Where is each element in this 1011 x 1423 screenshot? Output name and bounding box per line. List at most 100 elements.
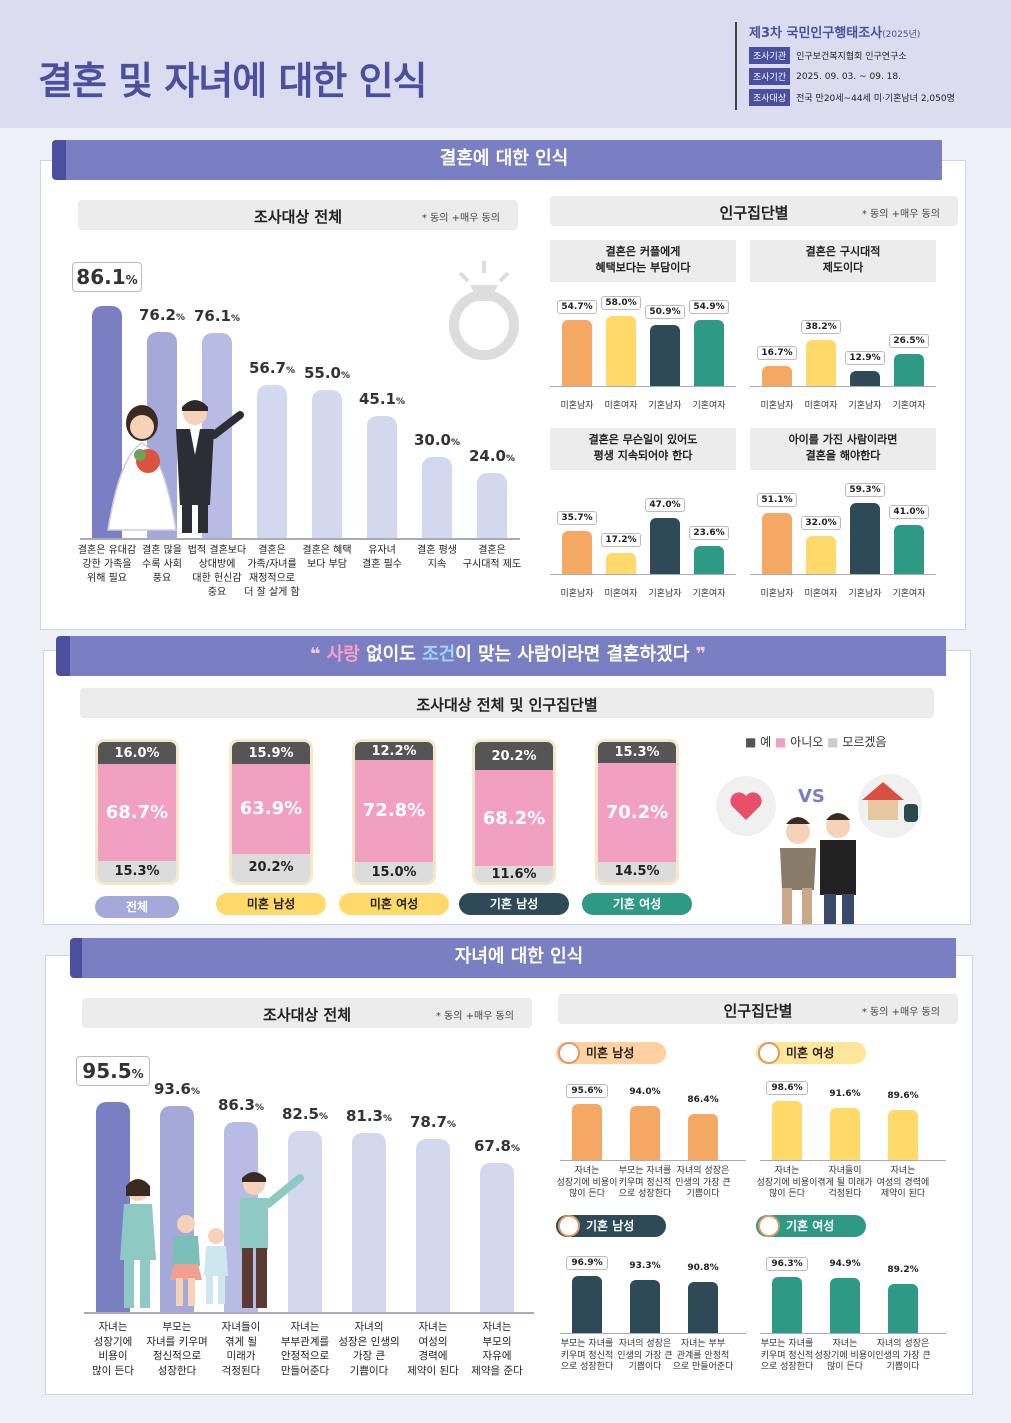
group-tag: 전체 — [95, 896, 179, 918]
page-title: 결혼 및 자녀에 대한 인식 — [38, 59, 428, 103]
group-bar — [650, 324, 680, 386]
group-bar — [694, 320, 724, 386]
marriage-baseline — [80, 538, 520, 540]
child-group-bar — [772, 1101, 802, 1160]
dk-segment: 20.2% — [232, 853, 310, 882]
children-baseline — [84, 1312, 534, 1314]
group-label: 미혼여자 — [604, 401, 638, 411]
child-group-bar — [572, 1104, 602, 1160]
group-label: 미혼여자 — [804, 401, 838, 411]
dk-segment: 15.3% — [98, 860, 176, 882]
group-bar — [894, 524, 924, 574]
marriage-bar — [422, 457, 452, 538]
group-bar — [694, 545, 724, 574]
survey-title: 제3차 국민인구행태조사(2025년) — [749, 26, 921, 41]
group-value: 12.9% — [845, 350, 885, 365]
child-group-label: 자녀는 성장기에 비용이 많이 든다 — [756, 1166, 818, 1200]
child-group-label: 자녀의 성장은 인생의 가장 큰 기쁨이다 — [675, 1166, 731, 1200]
group-tag: 기혼 여성 — [582, 893, 692, 915]
group-bar — [562, 320, 592, 386]
children-bar — [288, 1130, 322, 1312]
marriage-category-label: 결혼은 구시대적 제도 — [462, 545, 522, 570]
group-value: 17.2% — [601, 533, 641, 548]
person-avatar-icon — [558, 1042, 580, 1064]
marriage-bar — [477, 473, 507, 538]
group-label: 기혼여자 — [692, 589, 726, 599]
panel-baseline — [550, 386, 736, 387]
group-pill: 미혼 여성 — [756, 1042, 866, 1064]
wedding-couple-illustration — [107, 400, 244, 533]
marriage-value: 76.1% — [193, 306, 241, 325]
child-group-label: 자녀는 여성의 경력에 제약이 된다 — [876, 1166, 930, 1200]
child-group-value: 95.6% — [566, 1084, 608, 1099]
group-label: 미혼여자 — [804, 589, 838, 599]
family-illustration — [120, 1172, 304, 1308]
yes-segment: 12.2% — [355, 742, 433, 760]
children-banner: 자녀에 대한 인식 — [82, 938, 956, 978]
panel-baseline — [560, 1160, 746, 1161]
dk-segment: 14.5% — [598, 861, 676, 882]
children-bar — [352, 1133, 386, 1312]
children-category-label: 자녀들이 겪게 될 미래가 걱정된다 — [221, 1321, 261, 1378]
no-segment: 63.9% — [232, 764, 310, 854]
children-category-label: 자녀는 부부관계를 안정적으로 만들어준다 — [280, 1321, 330, 1378]
group-bar — [850, 370, 880, 386]
no-segment: 72.8% — [355, 760, 433, 862]
love-vs-conditions-illustration: VS — [716, 774, 922, 924]
marriage-category-label: 결혼 평생 지속 — [417, 545, 457, 570]
group-label: 기혼남자 — [648, 589, 682, 599]
child-group-value: 89.2% — [887, 1264, 919, 1275]
children-value: 93.6% — [153, 1080, 201, 1099]
marriage-group-header: 인구집단별 * 동의 +매우 동의 — [550, 196, 958, 226]
group-pill: 기혼 남성 — [556, 1215, 666, 1237]
group-label: 기혼여자 — [892, 589, 926, 599]
no-segment: 68.2% — [475, 770, 553, 866]
no-segment: 68.7% — [98, 764, 176, 861]
marriage-category-label: 결혼은 유대감 강한 가족을 위해 필요 — [77, 545, 137, 584]
group-label: 미혼여자 — [604, 589, 638, 599]
children-category-label: 부모는 자녀를 키우며 정신적으로 성장한다 — [146, 1321, 208, 1378]
question-title: 결혼은 커플에게 혜택보다는 부담이다 — [550, 240, 736, 282]
group-bar — [894, 354, 924, 386]
group-value: 26.5% — [889, 334, 929, 349]
child-group-value: 94.0% — [629, 1087, 661, 1097]
panel-baseline — [760, 1160, 946, 1161]
child-group-value: 96.9% — [566, 1256, 608, 1271]
survey-info: 제3차 국민인구행태조사(2025년) 조사기관 인구보건복지협회 인구연구소 조… — [735, 22, 997, 110]
group-value: 32.0% — [801, 515, 841, 530]
group-value: 51.1% — [757, 492, 797, 507]
stacked-bar: 16.0% 68.7% 15.3% — [98, 742, 176, 882]
group-label: 미혼남자 — [760, 401, 794, 411]
panel-baseline — [750, 574, 936, 575]
condition-header: 조사대상 전체 및 인구집단별 — [80, 688, 934, 718]
group-bar — [850, 502, 880, 574]
children-bar — [480, 1162, 514, 1312]
marriage-category-label: 결혼 많을 수록 사회 풍요 — [142, 545, 182, 584]
condition-banner: ❝ 사랑 없이도 조건이 맞는 사람이라면 결혼하겠다 ❞ — [70, 636, 946, 676]
dk-segment: 11.6% — [475, 865, 553, 882]
children-value: 95.5% — [76, 1055, 150, 1086]
child-group-value: 96.3% — [766, 1256, 808, 1271]
child-group-label: 자녀는 성장기에 비용이 많이 든다 — [814, 1339, 876, 1373]
children-value: 86.3% — [217, 1096, 265, 1115]
svg-text:VS: VS — [798, 786, 825, 807]
marriage-value: 76.2% — [138, 306, 186, 325]
child-group-label: 자녀는 부부 관계를 안정적 으로 만들어준다 — [672, 1339, 734, 1373]
person-avatar-icon — [758, 1042, 780, 1064]
child-group-bar — [772, 1276, 802, 1333]
group-bar — [606, 553, 636, 574]
child-group-bar — [688, 1113, 718, 1160]
marriage-banner: 결혼에 대한 인식 — [66, 140, 942, 180]
group-label: 기혼남자 — [848, 401, 882, 411]
panel-baseline — [760, 1333, 946, 1334]
group-bar — [806, 535, 836, 574]
group-pill: 기혼 여성 — [756, 1215, 866, 1237]
child-group-label: 부모는 자녀를 키우며 정신적 으로 성장한다 — [560, 1339, 614, 1373]
group-bar — [762, 365, 792, 386]
group-tag: 기혼 남성 — [459, 893, 569, 915]
marriage-total-header: 조사대상 전체 * 동의 +매우 동의 — [78, 200, 518, 230]
info-row-target: 조사대상 전국 만20세~44세 미·기혼남녀 2,050명 — [749, 89, 997, 106]
group-label: 기혼남자 — [848, 589, 882, 599]
ring-icon — [449, 261, 519, 360]
group-value: 41.0% — [889, 504, 929, 519]
